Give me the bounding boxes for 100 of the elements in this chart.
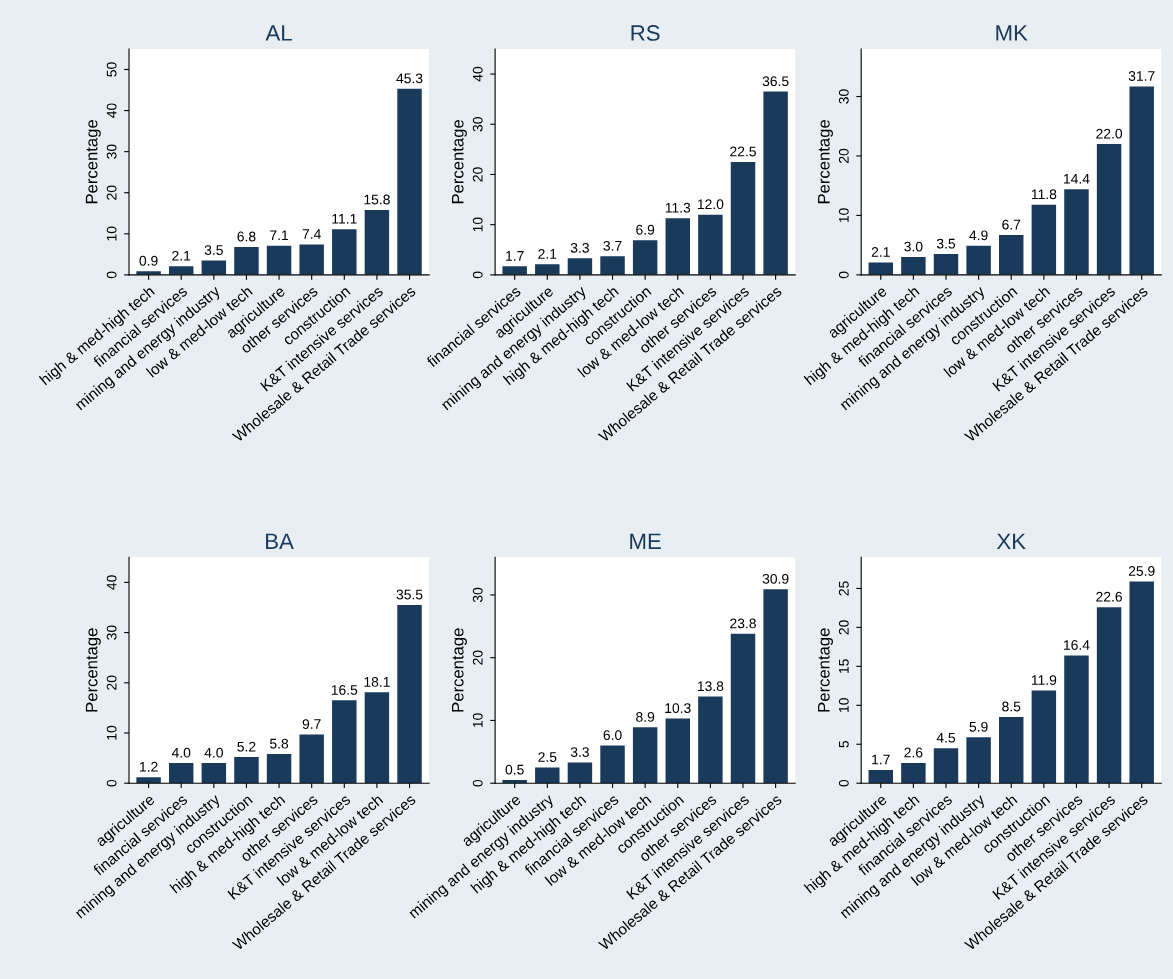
data-label: 22.6	[1096, 591, 1122, 602]
bar	[1096, 607, 1122, 784]
bar	[763, 91, 788, 275]
data-label: 1.7	[506, 251, 524, 261]
bar	[665, 718, 690, 784]
y-tick-label: 20	[838, 148, 849, 163]
bar	[901, 257, 926, 275]
y-axis-title: Percentage	[85, 628, 101, 712]
bar	[502, 266, 527, 275]
data-label: 11.1	[332, 214, 357, 224]
y-tick-label: 30	[472, 117, 483, 132]
data-label: 2.1	[538, 248, 557, 259]
y-tick-label: 50	[106, 62, 117, 77]
bar	[502, 780, 527, 784]
bar	[299, 734, 324, 784]
data-label: 3.5	[936, 238, 956, 249]
data-label: 36.5	[762, 76, 789, 87]
data-label: 16.4	[1064, 640, 1090, 650]
data-label: 2.1	[172, 250, 191, 261]
y-tick-label: 20	[838, 620, 849, 635]
data-label: 7.4	[302, 229, 321, 239]
data-label: 8.5	[1002, 701, 1021, 712]
bar	[168, 763, 194, 784]
bar	[201, 763, 227, 784]
chart-title: MK	[996, 25, 1028, 41]
bar	[364, 692, 390, 784]
bar	[1096, 144, 1122, 275]
y-tick-label: 15	[839, 659, 849, 674]
y-axis-title: Percentage	[818, 120, 833, 204]
data-label: 4.0	[204, 747, 223, 758]
bar	[299, 244, 324, 275]
bar	[535, 767, 560, 784]
y-tick-label: 30	[106, 625, 117, 640]
data-label: 31.7	[1128, 71, 1155, 81]
bar	[868, 769, 893, 784]
data-label: 0.5	[505, 764, 524, 775]
data-label: 25.9	[1128, 566, 1155, 576]
data-label: 6.0	[603, 730, 622, 741]
y-tick-label: 0	[106, 779, 117, 787]
bar	[397, 604, 422, 784]
data-label: 45.3	[396, 73, 423, 84]
bar	[1129, 581, 1154, 784]
y-tick-label: 0	[838, 271, 849, 279]
bar	[1031, 690, 1057, 784]
y-tick-label: 0	[472, 271, 483, 279]
bar	[266, 245, 292, 275]
y-tick-label: 10	[106, 725, 117, 740]
y-axis-title: Percentage	[818, 628, 833, 712]
bar	[730, 633, 756, 784]
bar	[1064, 189, 1089, 275]
bar	[665, 218, 690, 275]
data-label: 0.9	[139, 255, 158, 266]
chart-title: XK	[996, 533, 1026, 549]
y-tick-label: 40	[106, 103, 117, 118]
data-label: 13.8	[697, 681, 724, 692]
data-label: 22.0	[1096, 128, 1123, 139]
bar	[600, 256, 625, 275]
bar	[730, 161, 756, 275]
y-tick-label: 10	[106, 226, 117, 241]
data-label: 22.5	[730, 146, 756, 157]
bar	[933, 254, 959, 275]
y-axis-title: Percentage	[85, 120, 101, 204]
data-label: 18.1	[364, 676, 390, 687]
data-label: 5.9	[969, 721, 988, 732]
data-label: 10.3	[665, 703, 691, 714]
y-tick-label: 20	[106, 675, 117, 690]
data-label: 3.5	[204, 245, 223, 255]
data-label: 8.9	[636, 711, 655, 722]
bar	[933, 748, 959, 784]
y-tick-label: 25	[838, 581, 849, 596]
data-label: 16.5	[331, 685, 358, 695]
bar	[632, 240, 658, 275]
bar	[600, 745, 625, 784]
bar	[567, 762, 593, 784]
data-label: 6.9	[636, 224, 655, 235]
y-tick-label: 0	[472, 779, 483, 787]
bar	[266, 754, 292, 784]
bar	[397, 88, 422, 275]
data-label: 6.8	[237, 231, 256, 242]
bar	[234, 757, 259, 784]
bar	[201, 260, 227, 275]
bar	[234, 246, 259, 275]
y-tick-label: 5	[839, 740, 849, 748]
y-tick-label: 10	[472, 713, 483, 728]
bar	[999, 716, 1024, 784]
bar	[332, 700, 357, 784]
y-tick-label: 30	[472, 587, 483, 603]
data-label: 4.9	[969, 230, 988, 241]
data-label: 11.8	[1031, 189, 1057, 200]
bar	[1129, 86, 1154, 275]
bar	[901, 762, 926, 784]
data-label: 11.3	[665, 202, 691, 213]
y-tick-label: 30	[106, 144, 117, 159]
y-tick-label: 20	[106, 185, 117, 200]
data-label: 7.1	[270, 230, 289, 241]
data-label: 15.8	[364, 194, 390, 205]
bar	[1031, 204, 1057, 275]
bar	[535, 264, 560, 275]
bar	[632, 727, 658, 784]
data-label: 4.5	[936, 732, 956, 743]
